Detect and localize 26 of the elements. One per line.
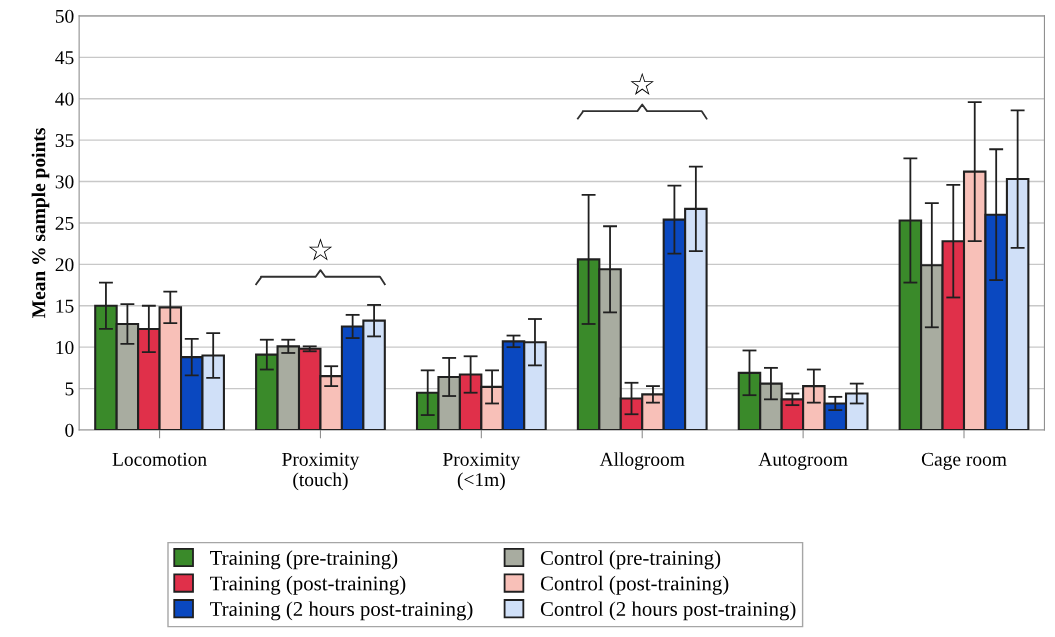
y-tick-label: 30 (55, 175, 74, 189)
y-tick-label: 50 (55, 9, 74, 23)
x-tick-label: Locomotion (112, 452, 207, 466)
x-tick-label: Allogroom (599, 452, 685, 470)
y-tick-label: 5 (65, 382, 74, 396)
x-tick-label: Cage room (921, 452, 1007, 470)
legend-label: Training (2 hours post-training) (210, 601, 473, 621)
legend-label: Control (post-training) (540, 575, 729, 595)
y-axis-title: Mean % sample points (31, 128, 50, 318)
y-tick-label: 20 (55, 258, 74, 272)
legend-label: Control (pre-training) (540, 550, 721, 570)
y-tick-label: 35 (55, 134, 74, 148)
annotation: ☆ (308, 238, 333, 261)
legend-label: Training (pre-training) (210, 550, 398, 570)
y-tick-label: 40 (55, 92, 74, 106)
x-tick-label: Proximity (touch) (282, 452, 360, 491)
y-tick-label: 45 (55, 51, 74, 65)
y-tick-label: 10 (56, 340, 74, 355)
legend-label: Control (2 hours post-training) (540, 601, 796, 621)
x-tick-label: Proximity (<1m) (443, 452, 521, 491)
y-tick-label: 25 (55, 216, 74, 230)
y-tick-label: 0 (65, 423, 74, 437)
y-tick-label: 15 (56, 299, 74, 313)
annotation: ☆ (630, 72, 654, 95)
x-tick-label: Autogroom (758, 452, 848, 470)
legend-label: Training (post-training) (210, 575, 406, 595)
